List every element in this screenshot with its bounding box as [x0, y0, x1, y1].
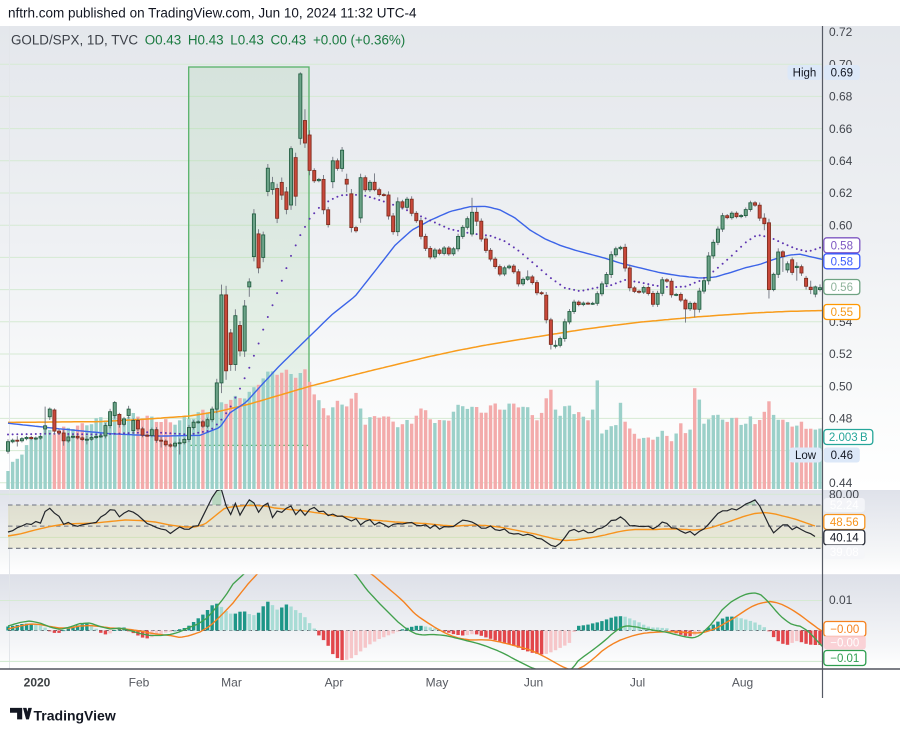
- svg-text:Aug: Aug: [732, 676, 753, 690]
- svg-text:0.60: 0.60: [829, 218, 853, 232]
- svg-text:0.66: 0.66: [829, 122, 853, 136]
- svg-text:−0.00: −0.00: [830, 624, 859, 636]
- svg-text:2020: 2020: [24, 676, 51, 690]
- svg-text:0.52: 0.52: [829, 347, 853, 361]
- svg-text:GOLD/SPX, 1D, TVC O0.43 H0.43: GOLD/SPX, 1D, TVC O0.43 H0.43 L0.43 C0.4…: [11, 33, 405, 48]
- svg-text:39.08: 39.08: [830, 547, 859, 559]
- svg-text:Apr: Apr: [325, 676, 344, 690]
- svg-text:0.68: 0.68: [829, 90, 853, 104]
- svg-text:0.55: 0.55: [831, 307, 853, 319]
- svg-text:0.56: 0.56: [831, 282, 853, 294]
- svg-text:−0.01: −0.01: [830, 653, 859, 665]
- svg-text:Mar: Mar: [221, 676, 242, 690]
- svg-text:0.58: 0.58: [831, 256, 853, 268]
- svg-text:0.62: 0.62: [829, 186, 853, 200]
- svg-text:0.46: 0.46: [831, 450, 853, 462]
- svg-text:0.01: 0.01: [829, 593, 853, 607]
- svg-text:0.72: 0.72: [829, 25, 853, 39]
- svg-text:80.00: 80.00: [829, 487, 859, 501]
- svg-text:0.64: 0.64: [829, 154, 853, 168]
- svg-text:May: May: [426, 676, 449, 690]
- svg-text:0.48: 0.48: [829, 412, 853, 426]
- svg-text:Feb: Feb: [129, 676, 150, 690]
- svg-text:nftrh.com published on Trading: nftrh.com published on TradingView.com, …: [8, 6, 417, 21]
- svg-text:−0.00: −0.00: [830, 638, 859, 650]
- svg-text:0.50: 0.50: [829, 379, 853, 393]
- svg-text:0.58: 0.58: [831, 240, 853, 252]
- svg-text:Jul: Jul: [630, 676, 645, 690]
- svg-text:48.56: 48.56: [830, 517, 859, 529]
- svg-text:0.69: 0.69: [831, 68, 853, 80]
- svg-text:52.24: 52.24: [830, 500, 859, 512]
- svg-text:Jun: Jun: [524, 676, 543, 690]
- svg-text:2.003 B: 2.003 B: [829, 432, 868, 444]
- svg-text:High: High: [793, 68, 817, 80]
- svg-text:0.44: 0.44: [829, 476, 853, 490]
- svg-text:Low: Low: [795, 450, 817, 462]
- svg-text:TradingView: TradingView: [34, 707, 116, 723]
- svg-text:40.14: 40.14: [830, 533, 859, 545]
